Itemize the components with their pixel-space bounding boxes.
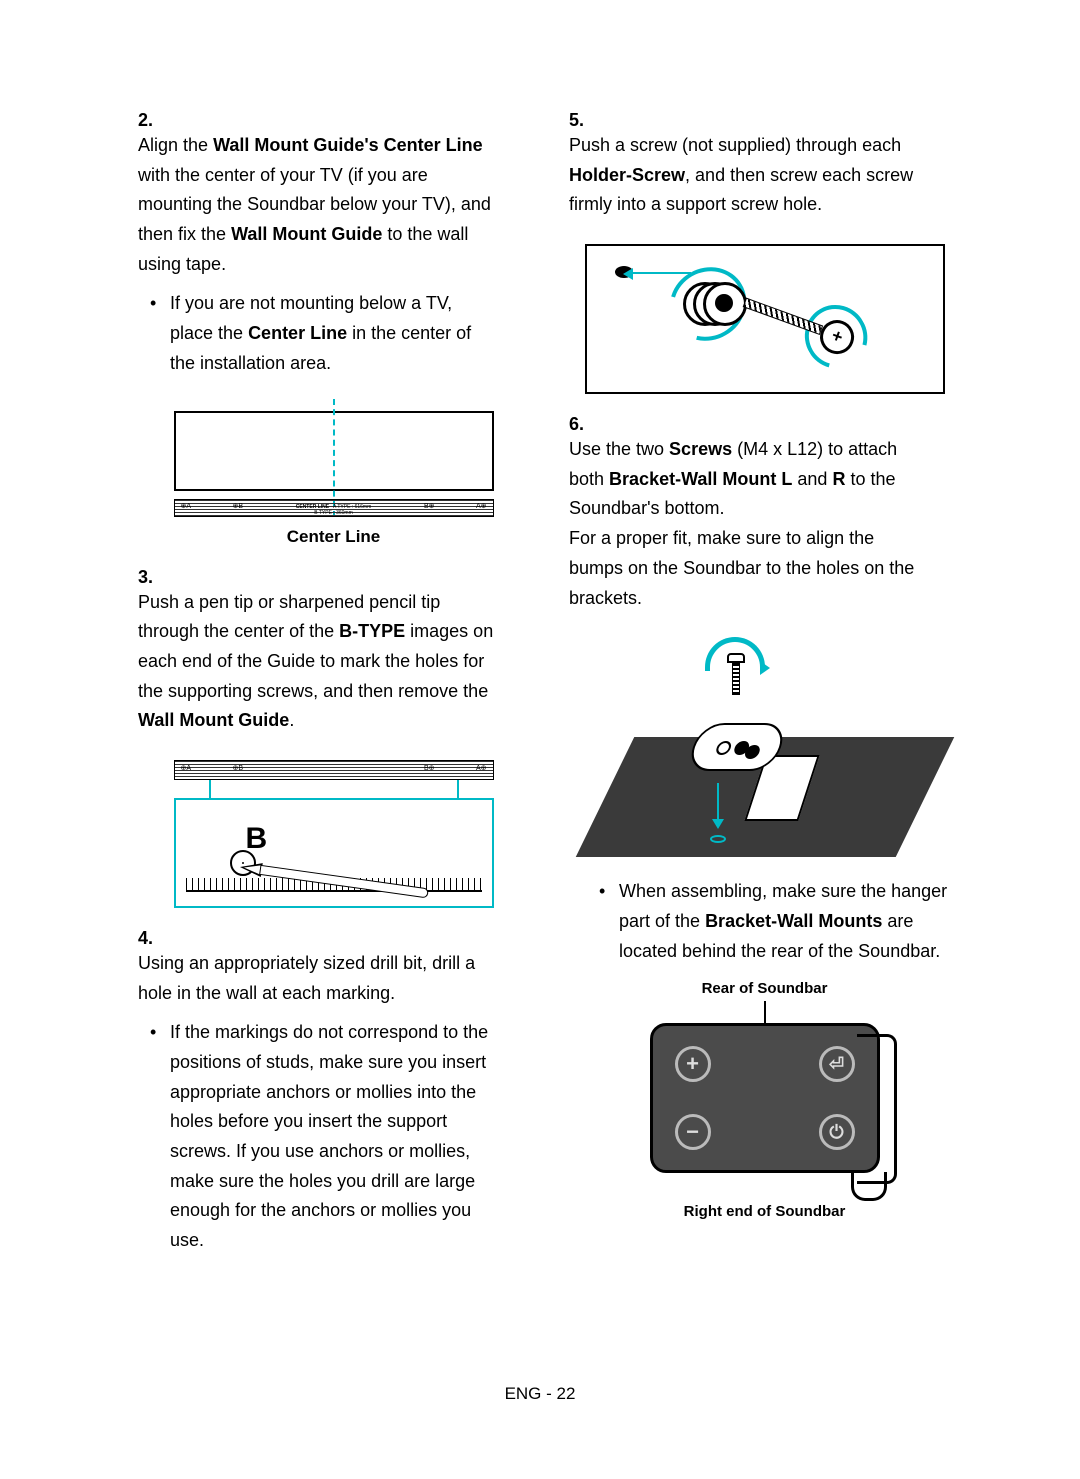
figure-center-line: ⊕A ⊕B CENTER LINE A TYPE : 616mmB TYPE :… <box>138 411 529 547</box>
step-2-bold-2: Wall Mount Guide <box>231 224 382 244</box>
figure-5-diagram: Rear of Soundbar + − ⏎ ⏻ Right end of So… <box>615 980 915 1220</box>
figure-3-diagram <box>585 244 945 394</box>
step-6-bold-3: R <box>832 469 845 489</box>
figure-2-diagram: ⊕A ⊕B B⊕ A⊕ B <box>174 760 494 908</box>
ruler-mark-b: ⊕B <box>233 764 244 772</box>
step-6: 6. Use the two Screws (M4 x L12) to atta… <box>569 414 960 613</box>
step-6-bold-2: Bracket-Wall Mount L <box>609 469 792 489</box>
step-6-bold-1: Screws <box>669 439 732 459</box>
step-4-num: 4. <box>138 928 166 949</box>
step-4-body: Using an appropriately sized drill bit, … <box>138 949 497 1264</box>
zoom-connector-icon <box>209 780 211 798</box>
step-3-bold-2: Wall Mount Guide <box>138 710 289 730</box>
step-3: 3. Push a pen tip or sharpened pencil ti… <box>138 567 529 736</box>
ruler-mark-b-right: B⊕ <box>424 502 435 510</box>
step-3-body: Push a pen tip or sharpened pencil tip t… <box>138 588 497 736</box>
figure-5-bottom-label: Right end of Soundbar <box>615 1203 915 1220</box>
figure-holder-screw <box>569 244 960 394</box>
figure-5-top-label: Rear of Soundbar <box>615 980 915 997</box>
step-5: 5. Push a screw (not supplied) through e… <box>569 110 960 220</box>
zoom-box-icon: B <box>174 798 494 908</box>
ruler-mark-a-right: A⊕ <box>476 502 487 510</box>
step-2-num: 2. <box>138 110 166 131</box>
step-5-bold-1: Holder-Screw <box>569 165 685 185</box>
ruler-mark-b: B⊕ <box>424 764 435 772</box>
pencil-body-icon <box>259 865 429 899</box>
step-6-num: 6. <box>569 414 597 435</box>
step-4-sublist: If the markings do not correspond to the… <box>150 1018 497 1256</box>
ruler-center-label: CENTER LINE A TYPE : 616mmB TYPE : 360mm <box>296 504 372 516</box>
figure-4-diagram <box>615 637 915 857</box>
step-2-bold-1: Wall Mount Guide's Center Line <box>213 135 483 155</box>
step-3-bold-1: B-TYPE <box>339 621 405 641</box>
step-2: 2. Align the Wall Mount Guide's Center L… <box>138 110 529 387</box>
step-5-pre: Push a screw (not supplied) through each <box>569 135 901 155</box>
wall-mount-guide-ruler-icon: ⊕A ⊕B B⊕ A⊕ <box>174 760 494 780</box>
wall-mount-guide-ruler-icon: ⊕A ⊕B CENTER LINE A TYPE : 616mmB TYPE :… <box>174 499 494 517</box>
step-6-sub-bold: Bracket-Wall Mounts <box>705 911 882 931</box>
leader-line-icon <box>764 1001 766 1023</box>
figure-bracket-attach <box>569 637 960 857</box>
step-2-sub-item: If you are not mounting below a TV, plac… <box>150 289 497 378</box>
step-2-body: Align the Wall Mount Guide's Center Line… <box>138 131 497 387</box>
step-6-sub-item: When assembling, make sure the hanger pa… <box>599 877 960 966</box>
figure-rear-soundbar: Rear of Soundbar + − ⏎ ⏻ Right end of So… <box>569 980 960 1220</box>
ruler-mark-a: ⊕A <box>181 764 192 772</box>
step-4-text: Using an appropriately sized drill bit, … <box>138 953 475 1003</box>
step-6-sublist: When assembling, make sure the hanger pa… <box>599 877 960 966</box>
ruler-mark-a-left: ⊕A <box>181 502 192 510</box>
volume-up-icon: + <box>675 1046 711 1082</box>
manual-page: 2. Align the Wall Mount Guide's Center L… <box>0 0 1080 1348</box>
volume-down-icon: − <box>675 1114 711 1150</box>
tv-outline-icon <box>174 411 494 491</box>
bracket-hanger-icon <box>857 1034 897 1184</box>
power-icon: ⏻ <box>819 1114 855 1150</box>
step-2-sub-bold: Center Line <box>248 323 347 343</box>
step-4-sub-item: If the markings do not correspond to the… <box>150 1018 497 1256</box>
step-6-body: Use the two Screws (M4 x L12) to attach … <box>569 435 928 613</box>
step-6-mid2: and <box>792 469 832 489</box>
step-3-num: 3. <box>138 567 166 588</box>
figure-1-diagram: ⊕A ⊕B CENTER LINE A TYPE : 616mmB TYPE :… <box>174 411 494 517</box>
step-4: 4. Using an appropriately sized drill bi… <box>138 928 529 1264</box>
step-2-sublist: If you are not mounting below a TV, plac… <box>150 289 497 378</box>
left-column: 2. Align the Wall Mount Guide's Center L… <box>120 110 529 1288</box>
figure-1-caption: Center Line <box>138 527 529 547</box>
step-5-num: 5. <box>569 110 597 131</box>
alignment-indicator-icon <box>717 783 719 827</box>
step-5-body: Push a screw (not supplied) through each… <box>569 131 928 220</box>
small-screw-icon <box>727 653 745 695</box>
soundbar-rear-icon: + − ⏎ ⏻ <box>650 1023 880 1173</box>
zoom-connector-icon <box>457 780 459 798</box>
source-icon: ⏎ <box>819 1046 855 1082</box>
bracket-wall-mount-icon <box>693 713 823 823</box>
step-6-para2: For a proper fit, make sure to align the… <box>569 528 914 607</box>
ruler-mark-a: A⊕ <box>476 764 487 772</box>
step-6-pre: Use the two <box>569 439 669 459</box>
figure-btype-mark: ⊕A ⊕B B⊕ A⊕ B <box>138 760 529 908</box>
right-column: 5. Push a screw (not supplied) through e… <box>569 110 960 1288</box>
step-3-post: . <box>289 710 294 730</box>
ruler-mark-b-left: ⊕B <box>233 502 244 510</box>
direction-arrow-icon <box>631 272 691 274</box>
page-number: ENG - 22 <box>0 1384 1080 1404</box>
step-2-text-pre: Align the <box>138 135 213 155</box>
